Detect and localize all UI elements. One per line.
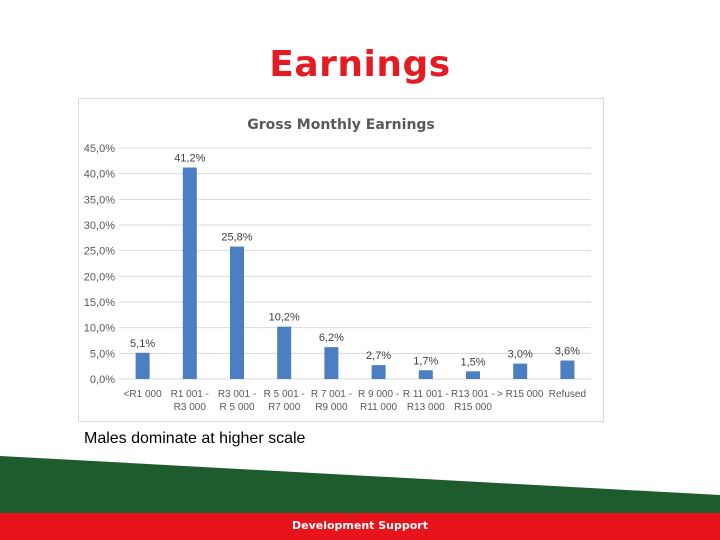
x-tick-label: R 5 000	[219, 402, 254, 413]
slide-caption: Males dominate at higher scale	[84, 430, 306, 447]
x-tick-label: <R1 000	[124, 389, 163, 400]
slide-title: Earnings	[269, 44, 451, 85]
y-tick-label: 5,0%	[90, 348, 115, 360]
data-label: 1,5%	[460, 356, 485, 368]
x-tick-label: R 5 001 -	[264, 389, 305, 400]
y-tick-label: 35,0%	[84, 194, 115, 206]
data-label: 41,2%	[174, 153, 205, 165]
data-label: 2,7%	[366, 350, 391, 362]
bar	[324, 347, 339, 379]
x-tick-label: R7 000	[268, 402, 301, 413]
bar	[135, 352, 150, 379]
x-tick-label: R3 000	[174, 402, 207, 413]
data-label: 6,2%	[319, 332, 344, 344]
bar	[513, 363, 528, 379]
bar	[466, 371, 480, 379]
x-tick-label: > R15 000	[497, 389, 544, 400]
footer-band	[0, 456, 720, 540]
y-tick-label: 15,0%	[84, 297, 115, 309]
bar	[418, 370, 433, 379]
x-tick-label: R3 001 -	[218, 389, 256, 400]
bar	[277, 326, 292, 379]
data-label: 1,7%	[413, 355, 438, 367]
y-tick-label: 30,0%	[84, 220, 115, 232]
x-tick-label: R 9 000 -	[358, 389, 399, 400]
bar	[371, 365, 386, 379]
y-tick-label: 45,0%	[84, 143, 115, 155]
x-tick-label: R 11 001 -	[403, 389, 449, 400]
chart-title: Gross Monthly Earnings	[247, 117, 435, 133]
y-tick-label: 10,0%	[84, 323, 115, 335]
x-tick-label: R13 001 -	[451, 389, 495, 400]
x-tick-label: Refused	[549, 389, 586, 400]
y-tick-label: 20,0%	[84, 271, 115, 283]
data-label: 25,8%	[221, 232, 252, 244]
data-label: 10,2%	[269, 312, 300, 324]
x-tick-label: R1 001 -	[171, 389, 209, 400]
chart-frame: Gross Monthly Earnings 0,0% 5,0% 10,0% 15,0%…	[78, 98, 604, 422]
y-tick-label: 0,0%	[90, 374, 115, 386]
bar-chart: Gross Monthly Earnings 0,0% 5,0% 10,0% 15,0%…	[84, 117, 591, 413]
x-tick-label: R 7 001 -	[311, 389, 352, 400]
bar	[182, 167, 197, 379]
bar	[560, 360, 575, 379]
footer-green-swoosh	[0, 456, 720, 515]
y-tick-label: 40,0%	[84, 169, 115, 181]
footer-label: Development Support	[291, 519, 428, 532]
x-tick-label: R13 000	[407, 402, 445, 413]
x-tick-label: R9 000	[315, 402, 348, 413]
x-tick-label: R11 000	[360, 402, 398, 413]
bar	[230, 246, 244, 379]
data-label: 5,1%	[130, 338, 155, 350]
data-label: 3,6%	[555, 346, 580, 358]
x-tick-label: R15 000	[454, 402, 492, 413]
data-label: 3,0%	[508, 349, 533, 361]
y-tick-label: 25,0%	[84, 246, 115, 258]
footer-red-bar	[0, 513, 720, 540]
